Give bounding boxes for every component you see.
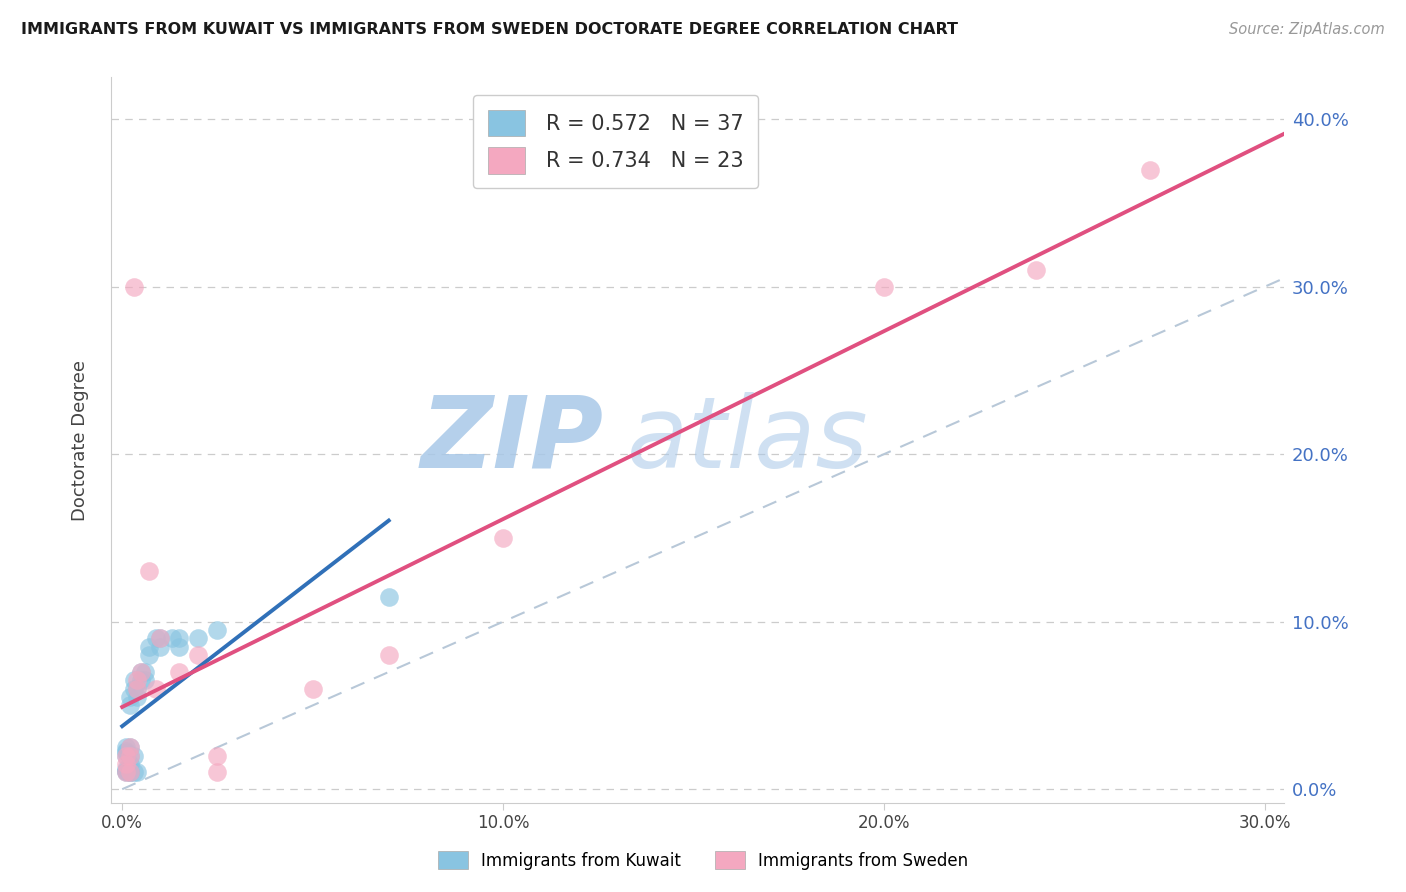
Point (115, 765, 138, 780)
Point (207, 765, 229, 780)
Legend: Immigrants from Kuwait, Immigrants from Sweden: Immigrants from Kuwait, Immigrants from … (432, 845, 974, 877)
Point (118, 690, 141, 704)
Point (873, 280, 896, 294)
Point (138, 640, 160, 654)
Point (127, 681, 149, 696)
Point (118, 765, 141, 780)
Point (138, 565, 160, 579)
Point (118, 757, 141, 772)
Point (149, 632, 172, 646)
Point (122, 748, 145, 763)
Point (118, 740, 141, 755)
Point (207, 748, 229, 763)
Point (122, 765, 145, 780)
Point (207, 623, 229, 637)
Point (149, 640, 172, 654)
Point (127, 690, 149, 704)
Point (492, 531, 515, 545)
Point (115, 764, 138, 778)
Text: atlas: atlas (627, 392, 869, 489)
Point (118, 698, 141, 713)
Point (127, 765, 149, 780)
Point (377, 590, 399, 604)
Point (127, 681, 149, 696)
Point (122, 280, 145, 294)
Point (115, 764, 138, 778)
Point (187, 632, 209, 646)
Point (187, 648, 209, 663)
Point (127, 673, 149, 688)
Point (169, 632, 191, 646)
Point (115, 757, 138, 772)
Text: Source: ZipAtlas.com: Source: ZipAtlas.com (1229, 22, 1385, 37)
Point (115, 744, 138, 758)
Legend: R = 0.572   N = 37, R = 0.734   N = 23: R = 0.572 N = 37, R = 0.734 N = 23 (472, 95, 758, 188)
Point (1139, 162, 1161, 177)
Point (115, 748, 138, 763)
Y-axis label: Doctorate Degree: Doctorate Degree (72, 359, 89, 521)
Point (169, 665, 191, 679)
Point (145, 681, 167, 696)
Point (129, 665, 152, 679)
Point (115, 748, 138, 763)
Point (129, 673, 152, 688)
Point (377, 648, 399, 663)
Point (301, 681, 323, 696)
Point (118, 740, 141, 755)
Point (160, 632, 183, 646)
Point (115, 740, 138, 755)
Point (129, 665, 152, 679)
Point (115, 762, 138, 776)
Text: IMMIGRANTS FROM KUWAIT VS IMMIGRANTS FROM SWEDEN DOCTORATE DEGREE CORRELATION CH: IMMIGRANTS FROM KUWAIT VS IMMIGRANTS FRO… (21, 22, 957, 37)
Point (145, 632, 167, 646)
Point (122, 681, 145, 696)
Point (118, 748, 141, 763)
Point (118, 765, 141, 780)
Point (169, 640, 191, 654)
Point (115, 745, 138, 759)
Point (1025, 263, 1047, 277)
Point (149, 632, 172, 646)
Text: ZIP: ZIP (420, 392, 603, 489)
Point (134, 665, 156, 679)
Point (115, 765, 138, 780)
Point (134, 673, 156, 688)
Point (122, 673, 145, 688)
Point (118, 765, 141, 780)
Point (118, 748, 141, 763)
Point (138, 648, 160, 663)
